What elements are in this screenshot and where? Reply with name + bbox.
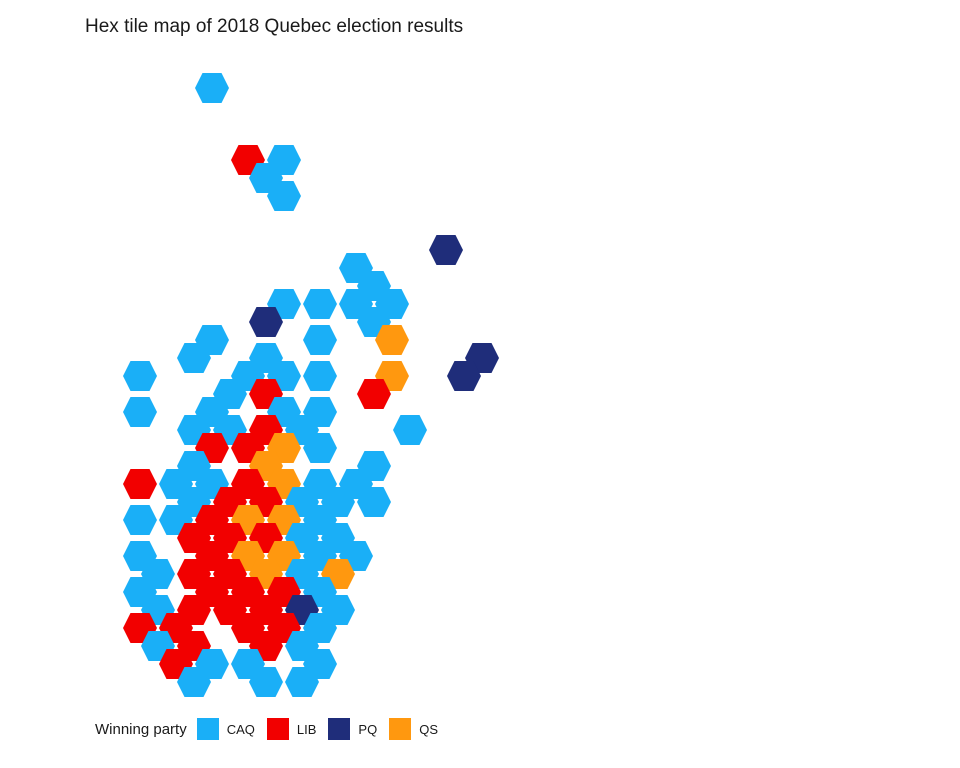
riding-hex-qs-11: [375, 325, 409, 355]
legend-item-lib: LIB: [266, 718, 317, 740]
hex-tile-map: [123, 73, 499, 697]
riding-hex-caq-4: [267, 181, 301, 211]
riding-hex-pq-18: [249, 307, 283, 337]
legend-label-lib: LIB: [296, 721, 317, 737]
legend-label-pq: PQ: [358, 721, 378, 737]
riding-hex-lib-45: [123, 469, 157, 499]
legend-label-qs: QS: [419, 721, 438, 737]
riding-hex-caq-28: [303, 361, 337, 391]
legend: Winning party CAQ LIB PQ QS: [95, 718, 450, 740]
legend-item-qs: QS: [389, 718, 438, 740]
legend-item-pq: PQ: [328, 718, 377, 740]
chart-title: Hex tile map of 2018 Quebec election res…: [85, 16, 464, 37]
legend-swatch-qs: [389, 718, 412, 740]
riding-hex-caq-58: [123, 505, 157, 535]
riding-hex-caq-57: [357, 487, 391, 517]
riding-hex-caq-105: [177, 667, 211, 697]
legend-title: Winning party: [95, 720, 187, 738]
riding-hex-caq-106: [249, 667, 283, 697]
legend-swatch-lib: [266, 718, 289, 740]
riding-hex-caq-16: [393, 415, 427, 445]
riding-hex-caq-24: [123, 397, 157, 427]
riding-hex-caq-22: [177, 343, 211, 373]
riding-hex-caq-23: [123, 361, 157, 391]
riding-hex-caq-41: [303, 433, 337, 463]
riding-hex-caq-0: [195, 73, 229, 103]
riding-hex-caq-107: [285, 667, 319, 697]
riding-hex-lib-13: [357, 379, 391, 409]
riding-hex-pq-5: [429, 235, 463, 265]
riding-hex-caq-19: [303, 289, 337, 319]
riding-hex-caq-3: [267, 145, 301, 175]
riding-hex-pq-15: [447, 361, 481, 391]
legend-swatch-pq: [328, 718, 351, 740]
legend-item-caq: CAQ: [196, 718, 255, 740]
legend-swatch-caq: [196, 718, 219, 740]
legend-label-caq: CAQ: [226, 721, 255, 737]
riding-hex-caq-20: [303, 325, 337, 355]
